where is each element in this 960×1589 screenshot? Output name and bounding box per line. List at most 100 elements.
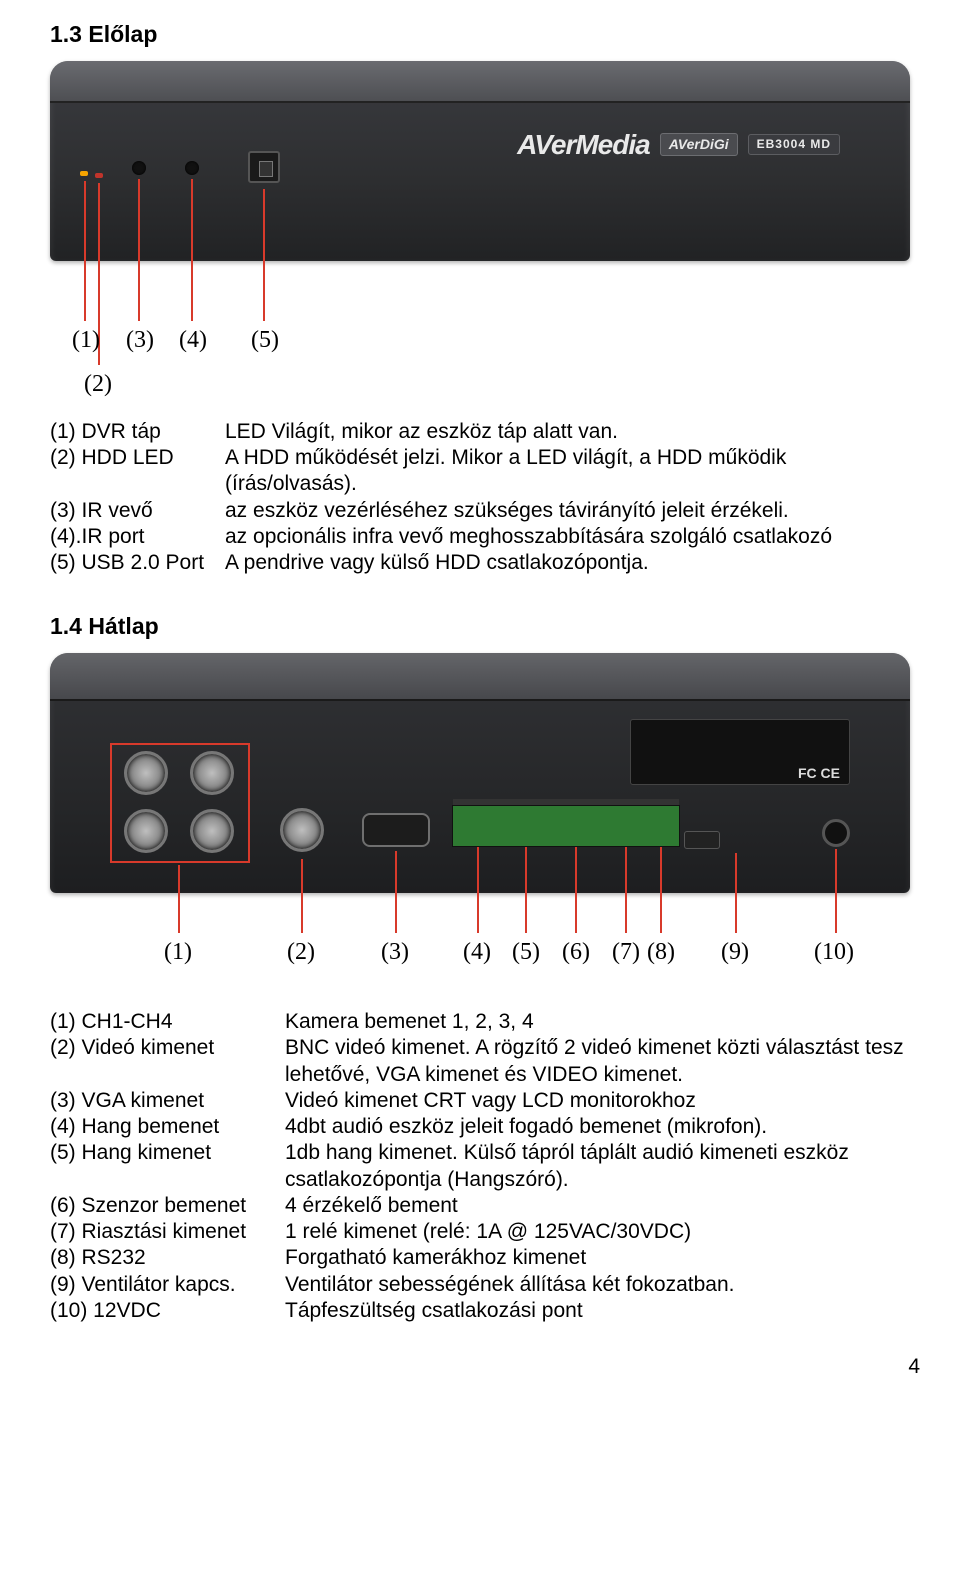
rear-callout-3: (3) [381,937,409,967]
callout-line [835,849,837,933]
front-def-text: az eszköz vezérléséhez szükséges távirán… [225,498,920,524]
front-defs: (1) DVR táp LED Világít, mikor az eszköz… [50,419,920,577]
front-def-label: (5) USB 2.0 Port [50,550,225,576]
rear-def-label: (3) VGA kimenet [50,1088,285,1114]
callout-line [477,847,479,933]
rear-callout-7: (7) [612,937,640,967]
bnc-connector [124,809,168,853]
brand-logo: AVerMedia [517,127,650,162]
rear-panel-image: FC CE [50,653,910,893]
rear-def-row: (10) 12VDCTápfeszültség csatlakozási pon… [50,1298,920,1324]
callout-line [178,865,180,933]
rear-lid [50,653,910,701]
front-heading: 1.3 Előlap [50,20,920,49]
rear-def-text: Ventilátor sebességének állítása két fok… [285,1272,920,1298]
terminal-block [452,805,680,847]
rear-def-text: 1db hang kimenet. Külső tápról táplált a… [285,1140,920,1193]
rear-def-label: (10) 12VDC [50,1298,285,1324]
front-def-text: az opcionális infra vevő meghosszabbítás… [225,524,920,550]
front-def-label: (2) HDD LED [50,445,225,498]
page-number: 4 [50,1354,920,1380]
front-def-text: LED Világít, mikor az eszköz táp alatt v… [225,419,920,445]
front-def-row: (1) DVR táp LED Világít, mikor az eszköz… [50,419,920,445]
rear-callout-8: (8) [647,937,675,967]
bnc-connector [124,751,168,795]
rear-callout-10: (10) [814,937,854,967]
fce-mark: FC CE [798,765,840,783]
bnc-ch1-ch4 [110,743,250,863]
rear-defs: (1) CH1-CH4Kamera bemenet 1, 2, 3, 4 (2)… [50,1009,920,1324]
callout-line [525,847,527,933]
rear-def-text: 4dbt audió eszköz jeleit fogadó bemenet … [285,1114,920,1140]
front-def-text: A HDD működését jelzi. Mikor a LED világ… [225,445,920,498]
front-def-label: (1) DVR táp [50,419,225,445]
rear-def-text: 1 relé kimenet (relé: 1A @ 125VAC/30VDC) [285,1219,920,1245]
rear-def-row: (7) Riasztási kimenet1 relé kimenet (rel… [50,1219,920,1245]
brand-badge-1: AVerDiGi [660,133,738,157]
rear-def-label: (7) Riasztási kimenet [50,1219,285,1245]
callout-line [301,859,303,933]
front-callout-1: (1) [72,325,100,355]
front-callouts: (1) (2) (3) (4) (5) [50,271,910,411]
rear-callouts: (1) (2) (3) (4) (5) (6) (7) (8) (9) (10) [50,901,910,1001]
brand-badge-2: EB3004 MD [748,134,840,155]
front-led-hdd [95,173,103,178]
callout-line [735,853,737,933]
rear-def-row: (2) Videó kimenetBNC videó kimenet. A rö… [50,1035,920,1088]
rear-def-text: Videó kimenet CRT vagy LCD monitorokhoz [285,1088,920,1114]
rear-def-label: (4) Hang bemenet [50,1114,285,1140]
bnc-connector [190,809,234,853]
front-def-label: (3) IR vevő [50,498,225,524]
front-callout-4: (4) [179,325,207,355]
front-usb-port [248,151,280,183]
rear-def-text: Kamera bemenet 1, 2, 3, 4 [285,1009,920,1035]
front-lid [50,61,910,103]
rear-def-row: (4) Hang bemenet4dbt audió eszköz jeleit… [50,1114,920,1140]
front-def-row: (5) USB 2.0 Port A pendrive vagy külső H… [50,550,920,576]
callout-line [191,179,193,321]
fan-switch [684,831,720,849]
rear-def-row: (8) RS232Forgatható kamerákhoz kimenet [50,1245,920,1271]
rear-def-text: Tápfeszültség csatlakozási pont [285,1298,920,1324]
rear-callout-5: (5) [512,937,540,967]
rear-def-label: (6) Szenzor bemenet [50,1193,285,1219]
front-ir-receiver [132,161,146,175]
callout-line [395,851,397,933]
callout-line [660,847,662,933]
rear-def-text: 4 érzékelő bement [285,1193,920,1219]
bnc-connector [190,751,234,795]
callout-line [263,189,265,321]
rear-heading: 1.4 Hátlap [50,612,920,641]
front-callout-5: (5) [251,325,279,355]
rear-callout-2: (2) [287,937,315,967]
rear-def-text: BNC videó kimenet. A rögzítő 2 videó kim… [285,1035,920,1088]
rear-def-row: (6) Szenzor bemenet4 érzékelő bement [50,1193,920,1219]
dc-jack [822,819,850,847]
rear-callout-1: (1) [164,937,192,967]
rear-def-text: Forgatható kamerákhoz kimenet [285,1245,920,1271]
bnc-video-out [280,808,324,852]
front-led-power [80,171,88,176]
front-def-text: A pendrive vagy külső HDD csatlakozópont… [225,550,920,576]
rear-def-label: (9) Ventilátor kapcs. [50,1272,285,1298]
rear-def-label: (8) RS232 [50,1245,285,1271]
rear-callout-9: (9) [721,937,749,967]
rear-callout-4: (4) [463,937,491,967]
rear-callout-6: (6) [562,937,590,967]
rear-def-row: (3) VGA kimenetVideó kimenet CRT vagy LC… [50,1088,920,1114]
vga-port [362,813,430,847]
front-panel-image: AVerMedia AVerDiGi EB3004 MD [50,61,910,261]
rear-def-row: (5) Hang kimenet1db hang kimenet. Külső … [50,1140,920,1193]
brand-block: AVerMedia AVerDiGi EB3004 MD [517,127,840,162]
front-def-row: (3) IR vevő az eszköz vezérléséhez szüks… [50,498,920,524]
front-def-row: (4).IR port az opcionális infra vevő meg… [50,524,920,550]
rear-def-row: (1) CH1-CH4Kamera bemenet 1, 2, 3, 4 [50,1009,920,1035]
rear-def-label: (2) Videó kimenet [50,1035,285,1088]
front-def-row: (2) HDD LED A HDD működését jelzi. Mikor… [50,445,920,498]
callout-line [138,179,140,321]
callout-line [625,847,627,933]
front-ir-port [185,161,199,175]
rear-def-label: (5) Hang kimenet [50,1140,285,1193]
rear-def-label: (1) CH1-CH4 [50,1009,285,1035]
front-callout-2: (2) [84,369,112,399]
